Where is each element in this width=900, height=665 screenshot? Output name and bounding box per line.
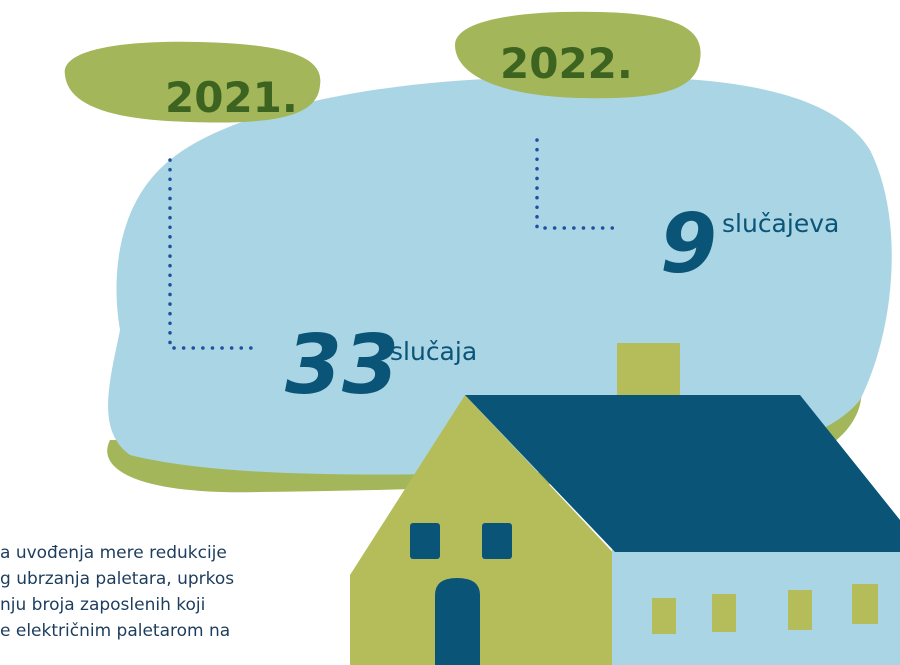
- unit: slučaja: [390, 337, 477, 366]
- paragraph-line: nju broja zaposlenih koji: [0, 595, 205, 615]
- count: 33: [285, 318, 399, 413]
- window: [852, 584, 878, 624]
- year-label: 2021.: [165, 73, 298, 122]
- window: [712, 594, 736, 632]
- chimney: [617, 343, 680, 399]
- paragraph-line: g ubrzanja paletara, uprkos: [0, 569, 234, 589]
- year-badge: [64, 41, 321, 123]
- year-badge: [455, 11, 701, 99]
- connector: [535, 138, 617, 230]
- count: 9: [660, 197, 717, 292]
- paragraph-line: e električnim paletarom na: [0, 621, 230, 641]
- window: [652, 598, 676, 634]
- window: [410, 523, 440, 559]
- unit: slučajeva: [722, 209, 839, 238]
- blue-blob: [108, 76, 892, 475]
- paragraph-line: a uvođenja mere redukcije: [0, 543, 227, 563]
- window: [788, 590, 812, 630]
- roof: [465, 395, 900, 552]
- window: [482, 523, 512, 559]
- door: [435, 578, 480, 665]
- year-label: 2022.: [500, 39, 633, 88]
